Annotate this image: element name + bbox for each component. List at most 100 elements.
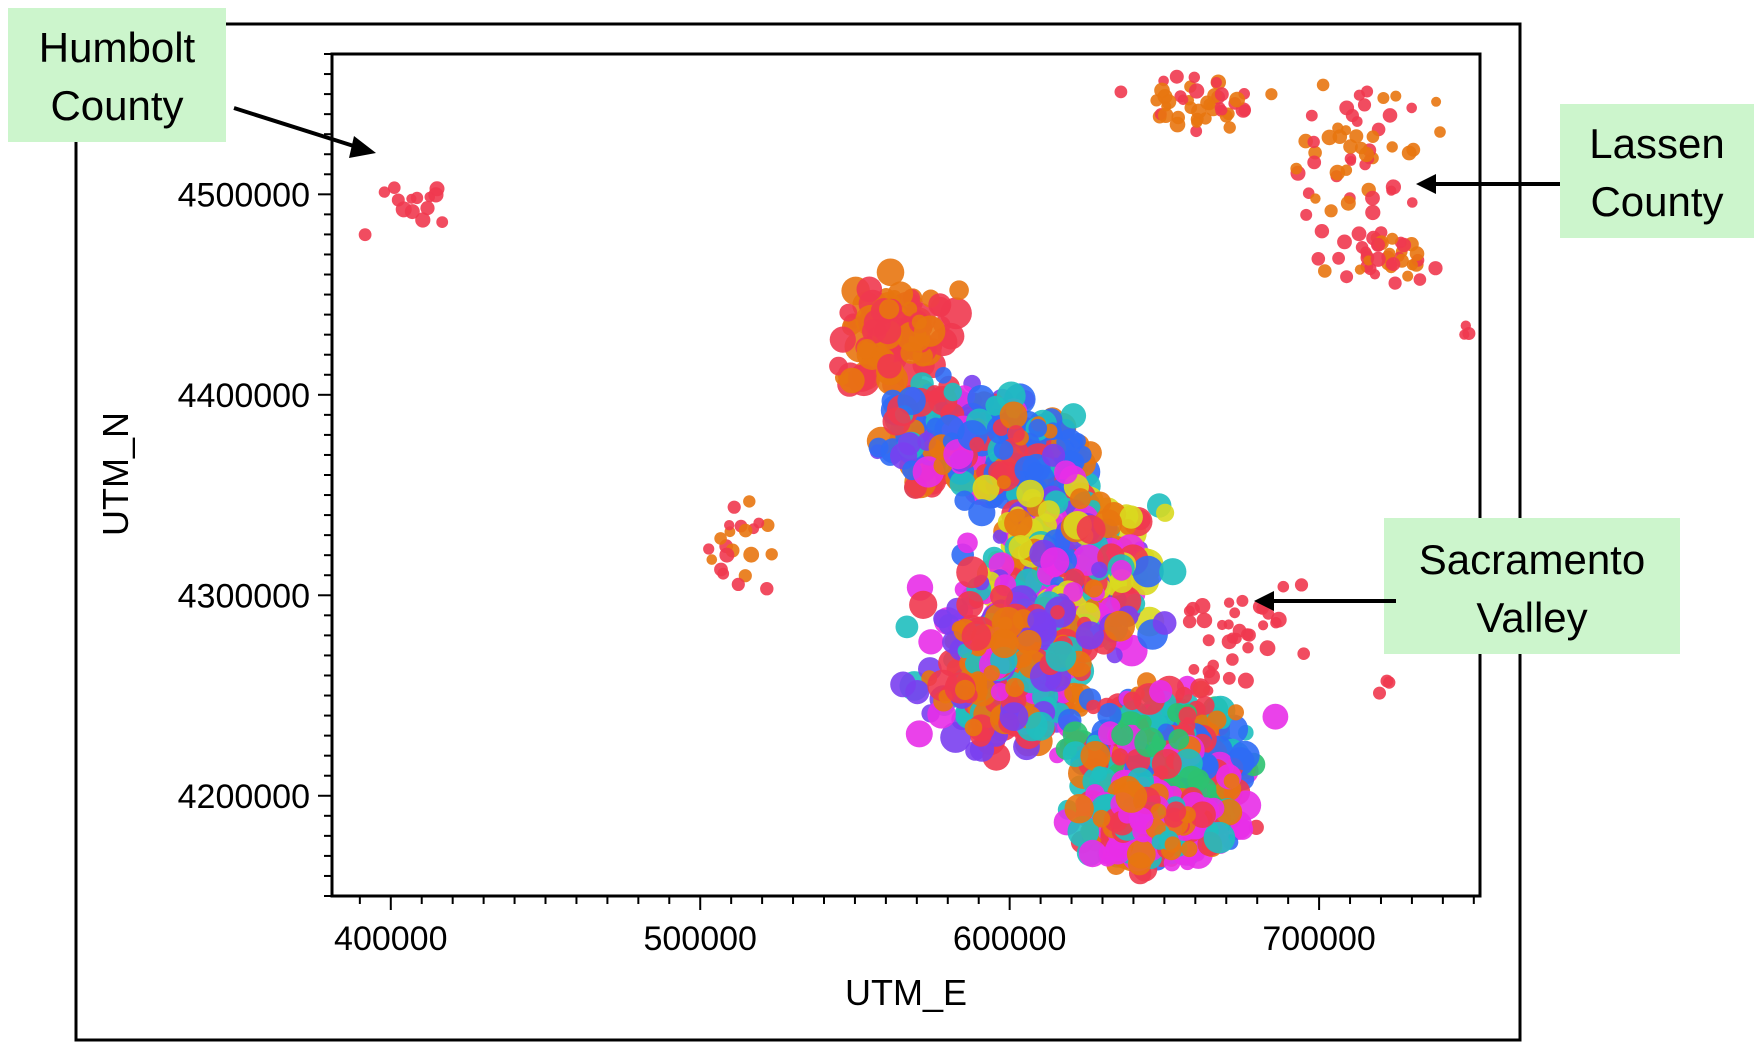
data-point [1196,612,1213,629]
data-point [996,475,1011,490]
data-point [1154,82,1170,99]
data-point [928,293,952,317]
data-point [1111,559,1132,581]
data-point [1005,677,1025,698]
y-axis: 4200000 4300000 4400000 4500000 [178,53,332,897]
data-point [1262,703,1289,730]
data-point [1210,77,1222,88]
data-point [1329,164,1346,181]
data-point [1370,251,1386,267]
data-point [760,582,774,596]
data-point [1214,87,1229,102]
data-point [1353,89,1365,101]
data-point [1406,259,1418,271]
data-point [1091,766,1108,782]
data-point [724,520,735,531]
data-point [714,532,727,545]
data-point [1366,130,1380,143]
data-point [1188,71,1201,84]
data-point [765,548,778,561]
data-point [1390,90,1402,102]
data-point [1373,686,1386,700]
data-point [761,518,775,532]
arrowhead-lassen [1416,174,1436,194]
data-point [1078,839,1107,868]
data-point [1166,801,1187,822]
data-point [1383,247,1396,260]
data-point [1223,121,1236,134]
arrow-humbolt [233,106,361,150]
callout-text-sacramento-line2: Valley [1476,594,1587,641]
data-point [1217,105,1228,116]
data-point [1311,251,1326,266]
data-point [1386,257,1401,272]
callout-text-sacramento-line1: Sacramento [1419,536,1645,583]
data-point [1037,500,1060,523]
data-point [1386,141,1398,153]
data-point [1460,320,1472,331]
data-point [1060,403,1087,429]
x-tick-label: 500000 [643,920,756,958]
data-point [1040,547,1070,577]
data-point [1054,460,1078,485]
data-point [1184,101,1198,114]
data-point [1187,768,1210,791]
data-point [727,500,741,514]
data-point [897,432,922,456]
data-point [1169,116,1186,133]
data-point [1371,237,1385,252]
data-point [1227,704,1244,721]
y-tick-label: 4300000 [178,577,310,615]
data-point [388,181,401,194]
callout-text-lassen-line2: County [1590,178,1723,225]
data-point [1382,108,1398,123]
data-point [436,216,449,229]
data-point [1413,273,1427,286]
data-point [743,495,756,508]
data-point [999,702,1029,731]
data-point [1305,109,1318,122]
data-point [839,367,865,394]
data-point [956,556,988,589]
data-point [1132,555,1164,588]
data-point [1198,755,1218,775]
data-point [1428,261,1443,276]
data-point [1156,503,1175,522]
data-point [1194,598,1211,614]
data-point [1150,803,1167,820]
data-point [719,547,735,563]
data-point [1357,98,1372,112]
data-point [905,680,930,705]
y-axis-title: UTM_N [95,412,136,536]
x-tick-label: 400000 [334,920,447,958]
data-point [714,562,728,577]
data-point [1318,264,1332,278]
data-point [1365,190,1380,206]
data-point [902,301,918,317]
data-point [1242,628,1256,642]
data-point [1270,611,1287,628]
data-point [1115,781,1148,813]
data-point [1385,179,1401,195]
data-point [954,490,975,511]
data-point [990,682,1010,702]
data-point [1164,836,1182,853]
data-point [1181,840,1198,858]
data-point [1294,578,1309,592]
data-point [949,280,969,301]
data-point [1204,668,1220,685]
data-point [1203,821,1236,854]
data-point [877,353,902,379]
data-point [1014,649,1033,668]
data-point [1028,419,1048,438]
data-point [1188,664,1200,675]
data-point [1396,237,1412,253]
data-point [1134,727,1165,758]
data-point [1223,773,1240,789]
x-tick-label: 600000 [953,920,1066,958]
data-point [1086,699,1101,715]
callout-box-humbolt [8,8,226,142]
scatter-points [358,69,1476,885]
data-point [1236,594,1249,607]
data-point [1179,854,1196,871]
